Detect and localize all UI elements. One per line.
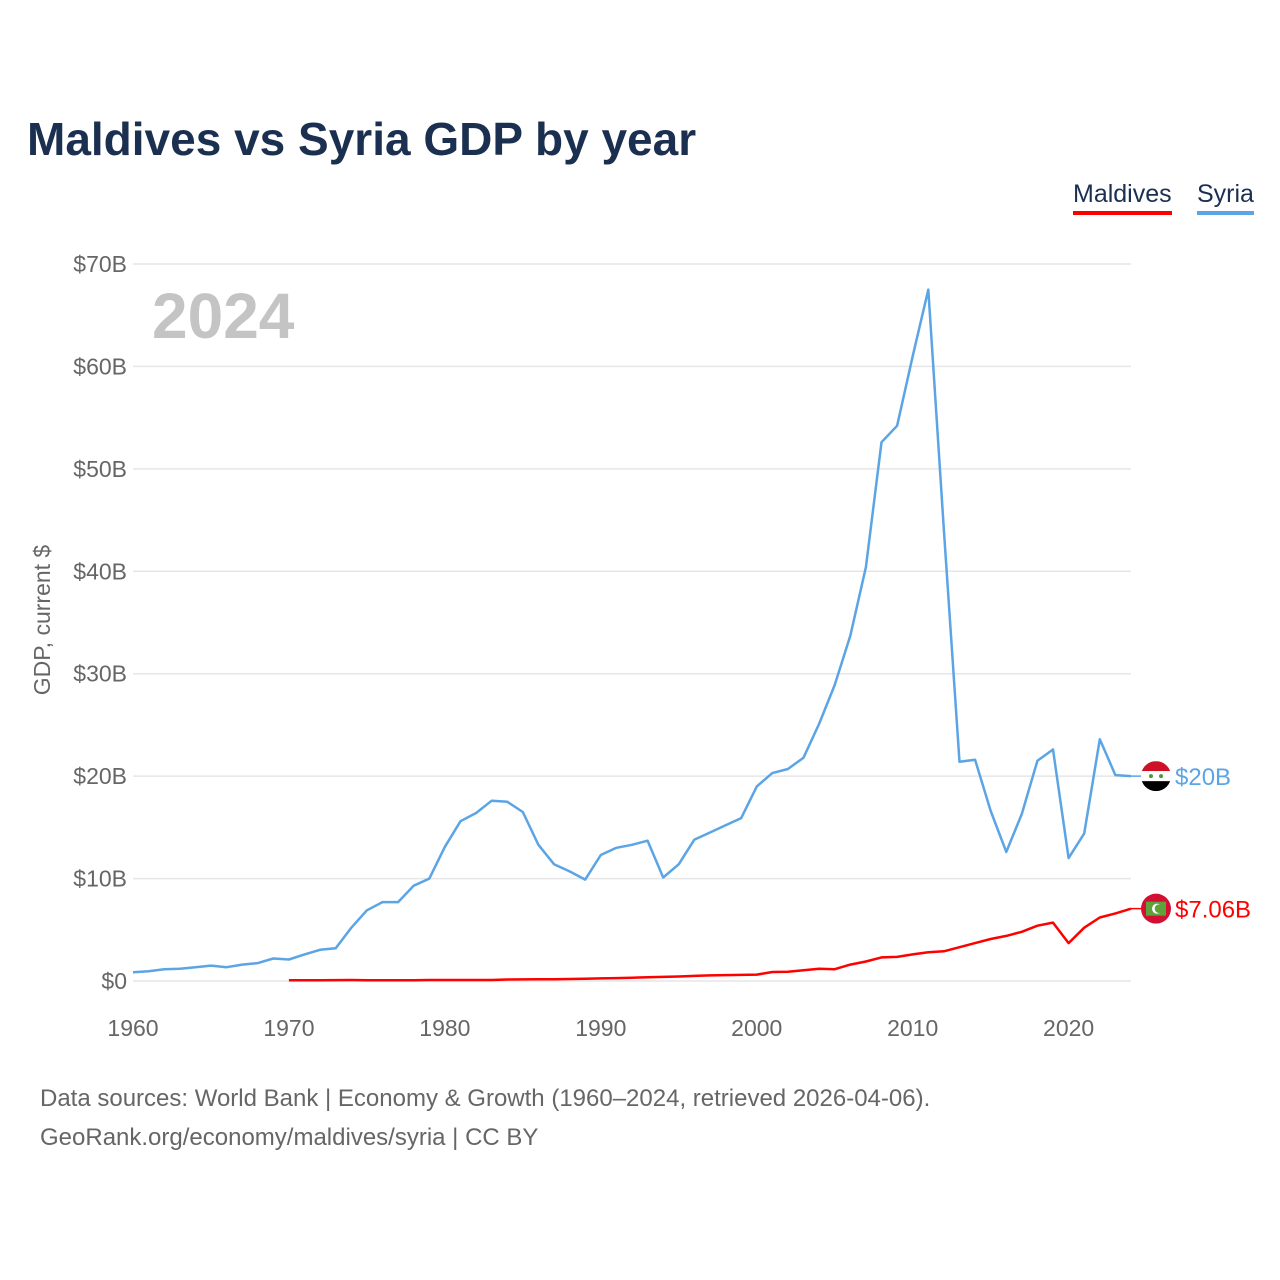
- legend-maldives[interactable]: Maldives: [1073, 180, 1172, 215]
- y-tick-label: $30B: [73, 661, 127, 687]
- y-tick-label: $70B: [73, 251, 127, 277]
- legend-syria[interactable]: Syria: [1197, 180, 1254, 215]
- series-line-syria[interactable]: [132, 288, 1132, 974]
- series-line-maldives[interactable]: [288, 907, 1132, 982]
- end-value-label: $7.06B: [1175, 897, 1251, 924]
- syria-flag-icon: [1141, 761, 1171, 792]
- y-axis-label: GDP, current $: [29, 545, 55, 696]
- x-tick-label: 2010: [887, 1015, 938, 1041]
- footer-sources: Data sources: World Bank | Economy & Gro…: [40, 1085, 931, 1112]
- y-tick-label: $0: [101, 968, 127, 994]
- year-label: 2024: [152, 280, 295, 352]
- x-tick-label: 1970: [263, 1015, 314, 1041]
- y-tick-label: $40B: [73, 558, 127, 584]
- x-tick-label: 1980: [419, 1015, 470, 1041]
- chart-plot: $0 $10B $20B $30B $40B $50B $60B $70B 1960 1970 19…: [29, 251, 1251, 1041]
- y-tick-label: $60B: [73, 353, 127, 379]
- end-value-label: $20B: [1175, 764, 1231, 791]
- x-tick-label: 1960: [107, 1015, 158, 1041]
- x-tick-label: 2020: [1043, 1015, 1094, 1041]
- footer-link[interactable]: GeoRank.org/economy/maldives/syria | CC …: [40, 1124, 539, 1151]
- y-tick-label: $50B: [73, 456, 127, 482]
- chart-title: Maldives vs Syria GDP by year: [27, 113, 697, 165]
- x-tick-label: 2000: [731, 1015, 782, 1041]
- y-tick-label: $20B: [73, 763, 127, 789]
- y-tick-label: $10B: [73, 866, 127, 892]
- maldives-flag-icon: [1141, 893, 1171, 924]
- x-tick-label: 1990: [575, 1015, 626, 1041]
